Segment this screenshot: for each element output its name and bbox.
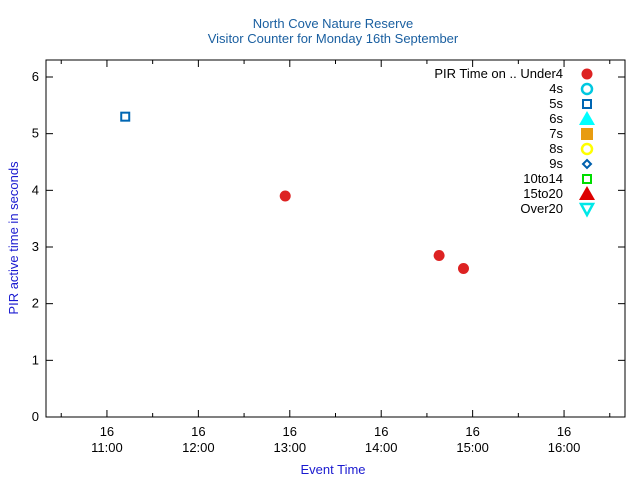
x-tick-day-label: 16 (100, 424, 114, 439)
legend-label: 8s (549, 141, 563, 156)
legend-marker (583, 100, 591, 108)
x-tick-time-label: 14:00 (365, 440, 398, 455)
legend-label: 4s (549, 81, 563, 96)
chart-subtitle: Visitor Counter for Monday 16th Septembe… (208, 31, 459, 46)
legend-label: 6s (549, 111, 563, 126)
legend-marker (579, 186, 595, 200)
legend-label: 10to14 (523, 171, 563, 186)
y-tick-label: 1 (32, 352, 39, 367)
y-tick-label: 0 (32, 409, 39, 424)
legend-label: 9s (549, 156, 563, 171)
data-point (121, 113, 129, 121)
plot-frame (46, 60, 625, 417)
legend-marker (582, 84, 592, 94)
chart-title: North Cove Nature Reserve (253, 16, 413, 31)
data-point (280, 191, 291, 202)
legend-label: PIR Time on .. Under4 (434, 66, 563, 81)
legend-marker (582, 144, 592, 154)
x-tick-time-label: 11:00 (91, 440, 123, 455)
y-axis-label: PIR active time in seconds (6, 161, 21, 315)
y-tick-label: 4 (32, 182, 39, 197)
legend-marker (583, 160, 591, 168)
legend-marker (581, 204, 593, 215)
legend-label: 15to20 (523, 186, 563, 201)
y-tick-label: 6 (32, 69, 39, 84)
x-tick-day-label: 16 (374, 424, 388, 439)
x-tick-day-label: 16 (557, 424, 571, 439)
y-tick-label: 2 (32, 296, 39, 311)
legend-marker (579, 111, 595, 125)
legend-title: PIR Time on .. (434, 66, 516, 81)
x-tick-time-label: 15:00 (456, 440, 489, 455)
x-tick-time-label: 12:00 (182, 440, 215, 455)
y-tick-label: 3 (32, 239, 39, 254)
y-tick-label: 5 (32, 126, 39, 141)
legend-label: 5s (549, 96, 563, 111)
legend-marker (583, 175, 591, 183)
legend-label: 7s (549, 126, 563, 141)
x-tick-day-label: 16 (465, 424, 479, 439)
x-tick-time-label: 13:00 (274, 440, 307, 455)
x-tick-day-label: 16 (191, 424, 205, 439)
data-point (458, 263, 469, 274)
x-tick-time-label: 16:00 (548, 440, 581, 455)
legend-label: Over20 (520, 201, 563, 216)
x-tick-day-label: 16 (283, 424, 297, 439)
data-point (434, 250, 445, 261)
legend-marker (582, 69, 593, 80)
x-axis-label: Event Time (300, 462, 365, 477)
legend-series-name: Under4 (520, 66, 563, 81)
legend-marker (581, 128, 593, 140)
